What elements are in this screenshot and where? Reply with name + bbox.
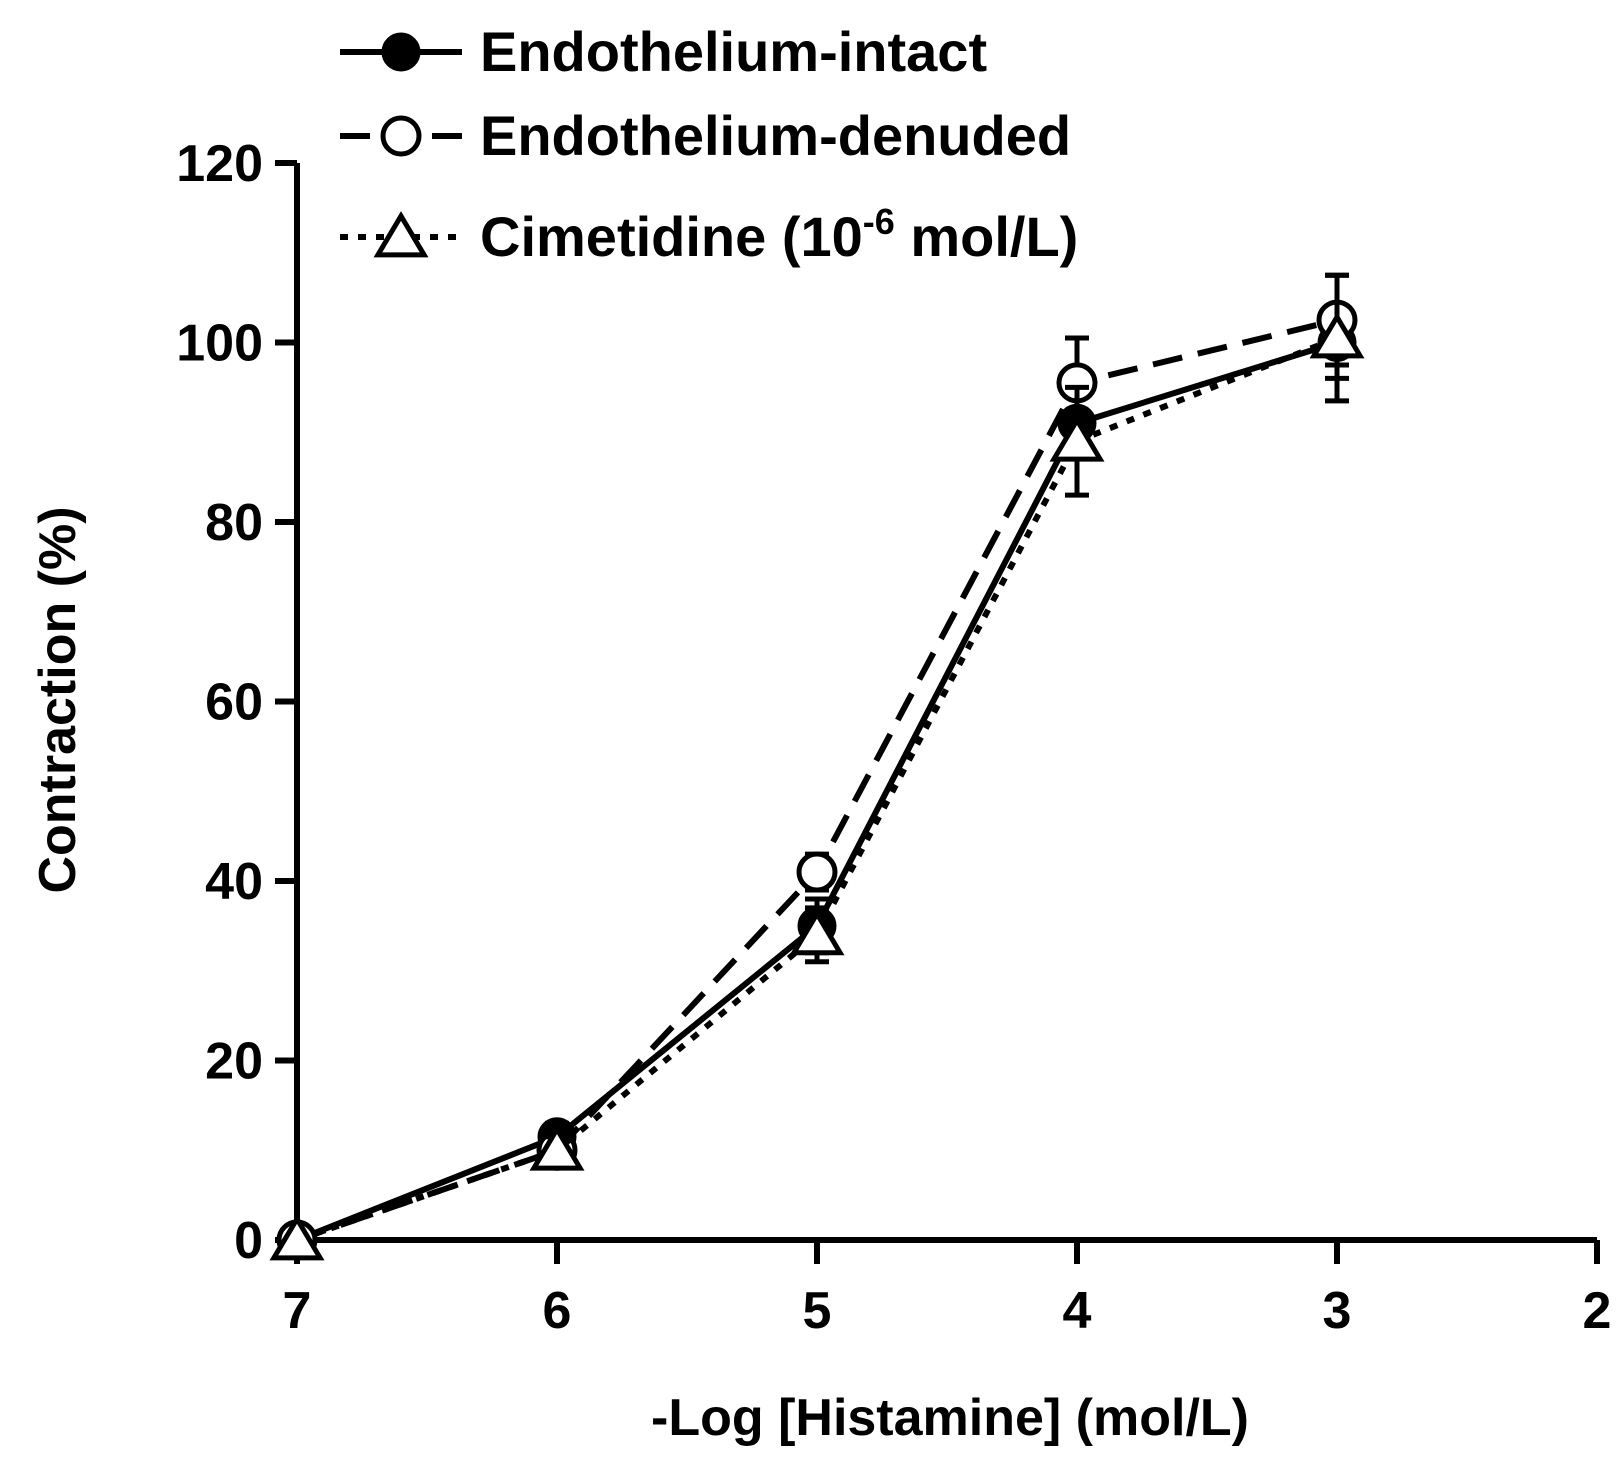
y-tick-label: 80	[205, 494, 263, 552]
y-tick-label: 40	[205, 853, 263, 911]
y-tick-label: 0	[234, 1212, 263, 1270]
series-1	[276, 272, 1358, 1261]
data-point	[1309, 312, 1365, 359]
data-point	[529, 1124, 585, 1171]
series-line	[296, 317, 1338, 1243]
y-tick-label: 120	[176, 135, 263, 193]
y-axis-label: Contraction (%)	[29, 506, 87, 893]
legend-marker	[373, 211, 429, 258]
x-tick-label: 5	[803, 1282, 832, 1340]
plot-area	[269, 272, 1365, 1261]
series-2	[269, 272, 1365, 1261]
series-line	[296, 335, 1339, 1243]
x-tick-label: 7	[283, 1282, 312, 1340]
legend: Endothelium-intact Endothelium-denuded Cim…	[340, 20, 1078, 268]
legend-marker	[381, 32, 421, 72]
data-point	[269, 1214, 325, 1261]
y-tick-label: 100	[176, 315, 263, 373]
legend-label-superscript: -6	[863, 201, 895, 242]
data-point	[1049, 415, 1105, 462]
legend-marker	[380, 115, 422, 157]
x-axis-label: -Log [Histamine] (mol/L)	[651, 1389, 1249, 1447]
data-point	[789, 908, 845, 956]
legend-label: Cimetidine (10-6 mol/L)	[480, 201, 1078, 268]
x-tick-label: 6	[543, 1282, 572, 1340]
legend-label: Endothelium-intact	[480, 20, 987, 83]
x-tick-label: 3	[1323, 1282, 1352, 1340]
data-point	[796, 851, 838, 893]
axes: 0 20 40 60 80 100 120 7 6 5 4 3 2	[176, 135, 1611, 1340]
x-tick-label: 2	[1583, 1282, 1612, 1340]
series-0	[277, 304, 1357, 1260]
legend-label: Endothelium-denuded	[480, 104, 1071, 167]
y-tick-label: 60	[205, 674, 263, 732]
x-tick-label: 4	[1063, 1282, 1092, 1340]
legend-label-end: mol/L)	[895, 205, 1079, 268]
series-line	[295, 339, 1338, 1243]
y-tick-label: 20	[205, 1033, 263, 1091]
legend-label-main: Cimetidine (10	[480, 205, 863, 268]
